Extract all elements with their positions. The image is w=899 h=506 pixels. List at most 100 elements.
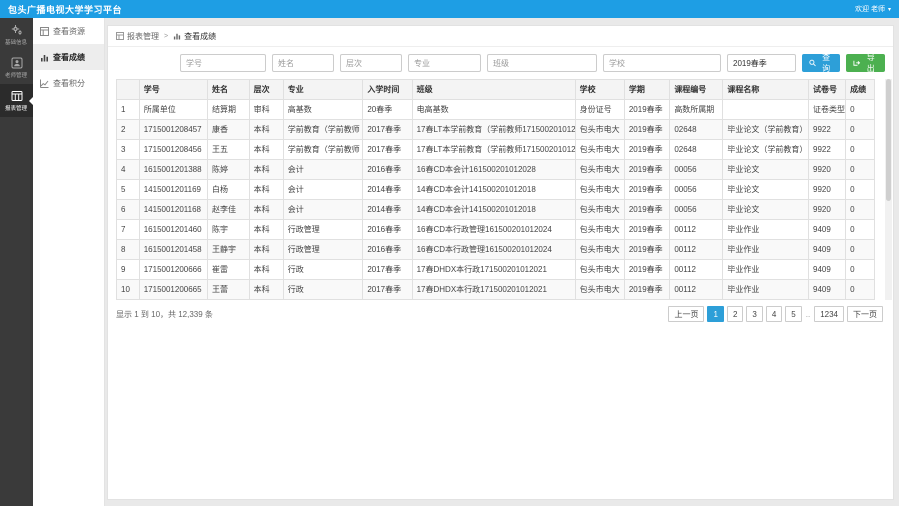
- table-cell: 20春季: [362, 99, 413, 120]
- table-cell: 0: [845, 99, 875, 120]
- table-cell: 0: [845, 199, 875, 220]
- school-input[interactable]: [603, 54, 721, 72]
- level-input[interactable]: [340, 54, 402, 72]
- table-cell: 会计: [282, 199, 364, 220]
- table-row: 1 所属单位 结算期 审科 高基数 20春季 电高基数 身份证号 2019春季 高数所属期 证卷类型…: [116, 99, 875, 120]
- main-content: 报表管理 > 查看成绩 2019春季: [105, 18, 899, 506]
- table-cell: 毕业论文: [722, 199, 809, 220]
- table-cell: 包头市电大: [574, 239, 625, 260]
- table-cell: 5: [116, 179, 140, 200]
- table-cell: 本科: [248, 179, 284, 200]
- table-cell: 0: [845, 119, 875, 140]
- sidebar-item-teachers[interactable]: 老师管理: [0, 51, 33, 84]
- submenu-item-view-points[interactable]: 查看积分: [33, 70, 104, 96]
- scrollbar-thumb[interactable]: [886, 79, 891, 201]
- table-scrollbar[interactable]: [885, 79, 892, 300]
- table-cell: 17春DHDX本行政171500201012021: [411, 259, 576, 280]
- table-cell: 0: [845, 139, 875, 160]
- class-input[interactable]: [487, 54, 597, 72]
- table-cell: 包头市电大: [574, 219, 625, 240]
- table-cell: 1715001200666: [138, 259, 208, 280]
- page-button-4[interactable]: 4: [765, 306, 783, 322]
- col-level: 层次: [248, 79, 284, 100]
- col-paper-no: 试卷号: [807, 79, 847, 100]
- table-cell: 2019春季: [623, 219, 671, 240]
- table-cell: 本科: [248, 159, 284, 180]
- table-cell: 2019春季: [623, 259, 671, 280]
- semester-select[interactable]: 2019春季: [727, 54, 796, 72]
- table-cell: 崔雷: [206, 259, 250, 280]
- col-student-id: 学号: [138, 79, 208, 100]
- table-cell: 会计: [282, 159, 364, 180]
- results-table-wrap: 学号 姓名 层次 专业 入学时间 班级 学校 学期 课程编号 课程名称 试卷号 …: [108, 79, 893, 300]
- table-cell: 17春LT本学前教育（学前教师171500201012038: [411, 119, 576, 140]
- table-cell: 1615001201388: [138, 159, 208, 180]
- sidebar-item-basic-info[interactable]: 基础信息: [0, 18, 33, 51]
- page-button-2[interactable]: 2: [726, 306, 744, 322]
- table-cell: 0: [845, 259, 875, 280]
- table-row: 7 1615001201460 陈宇 本科 行政管理 2016春季 16春CD本行政管理16…: [116, 219, 875, 240]
- submenu-item-view-grades[interactable]: 查看成绩: [33, 44, 104, 70]
- table-cell: 结算期: [206, 99, 250, 120]
- table-footer: 显示 1 到 10，共 12,339 条 上一页 1 2 3 4 5 .. 12…: [108, 300, 893, 322]
- table-body: 1 所属单位 结算期 审科 高基数 20春季 电高基数 身份证号 2019春季 高数所属期 证卷类型…: [116, 99, 875, 300]
- page-button-last[interactable]: 1234: [814, 306, 844, 322]
- submenu-item-label: 查看积分: [53, 78, 85, 88]
- table-cell: 会计: [282, 179, 364, 200]
- table-cell: 赵李佳: [206, 199, 250, 220]
- chevron-down-icon: ▾: [887, 6, 891, 13]
- table-cell: 学前教育（学前教师: [282, 119, 364, 140]
- table-cell: 本科: [248, 219, 284, 240]
- table-cell: 2019春季: [623, 99, 671, 120]
- major-input[interactable]: [408, 54, 481, 72]
- table-cell: 3: [116, 139, 140, 160]
- table-cell: 本科: [248, 199, 284, 220]
- bar-chart-icon: [41, 54, 48, 61]
- col-course-name: 课程名称: [722, 79, 809, 100]
- table-cell: 17春LT本学前教育（学前教师171500201012038: [411, 139, 576, 160]
- name-input[interactable]: [272, 54, 334, 72]
- export-icon: [853, 60, 861, 66]
- breadcrumb-parent[interactable]: 报表管理: [116, 31, 159, 42]
- submenu-item-view-resources[interactable]: 查看资源: [33, 18, 104, 44]
- table-cell: 审科: [248, 99, 284, 120]
- page-button-5[interactable]: 5: [785, 306, 802, 322]
- export-button[interactable]: 导出: [846, 53, 885, 73]
- table-cell: 毕业论文: [722, 179, 809, 200]
- table-cell: 00056: [669, 199, 724, 220]
- line-chart-icon: [40, 79, 49, 88]
- table-cell: 9409: [807, 219, 847, 240]
- page-button-1[interactable]: 1: [707, 306, 724, 322]
- col-enroll-time: 入学时间: [362, 79, 413, 100]
- content-card: 报表管理 > 查看成绩 2019春季: [107, 25, 894, 500]
- table-cell: 2019春季: [623, 179, 671, 200]
- table-cell: 1415001201169: [138, 179, 208, 200]
- next-page-button[interactable]: 下一页: [847, 306, 883, 322]
- table-cell: 本科: [248, 139, 284, 160]
- table-cell: 1: [116, 99, 140, 120]
- student-id-input[interactable]: [180, 54, 266, 72]
- table-cell: 陈婷: [206, 159, 250, 180]
- table-cell: 王蕾: [206, 279, 250, 300]
- search-button[interactable]: 查询: [801, 53, 841, 73]
- sidebar-item-reports[interactable]: 报表管理: [0, 84, 33, 117]
- table-row: 10 1715001200665 王蕾 本科 行政 2017春季 17春DHDX本行政171…: [116, 279, 875, 300]
- table-cell: 学前教育（学前教师: [282, 139, 364, 160]
- pagination: 上一页 1 2 3 4 5 .. 1234 下一页: [668, 306, 883, 322]
- table-cell: 10: [116, 279, 140, 300]
- table-cell: 行政: [282, 259, 364, 280]
- table-cell: 2016春季: [362, 159, 413, 180]
- page-button-3[interactable]: 3: [746, 306, 763, 322]
- table-row: 9 1715001200666 崔雷 本科 行政 2017春季 17春DHDX本行政1715…: [116, 259, 875, 280]
- user-menu[interactable]: 欢迎 老师 ▾: [855, 4, 891, 14]
- table-cell: 身份证号: [574, 99, 625, 120]
- table-cell: 6: [116, 199, 140, 220]
- col-course-no: 课程编号: [669, 79, 724, 100]
- table-cell: 16春CD本行政管理161500201012024: [411, 219, 576, 240]
- col-name: 姓名: [206, 79, 250, 100]
- topbar: 包头广播电视大学学习平台 欢迎 老师 ▾: [0, 0, 899, 18]
- prev-page-button[interactable]: 上一页: [668, 306, 705, 322]
- table-cell: 毕业论文（学前教育）: [722, 119, 809, 140]
- table-cell: 康香: [206, 119, 250, 140]
- table-cell: 9922: [807, 119, 847, 140]
